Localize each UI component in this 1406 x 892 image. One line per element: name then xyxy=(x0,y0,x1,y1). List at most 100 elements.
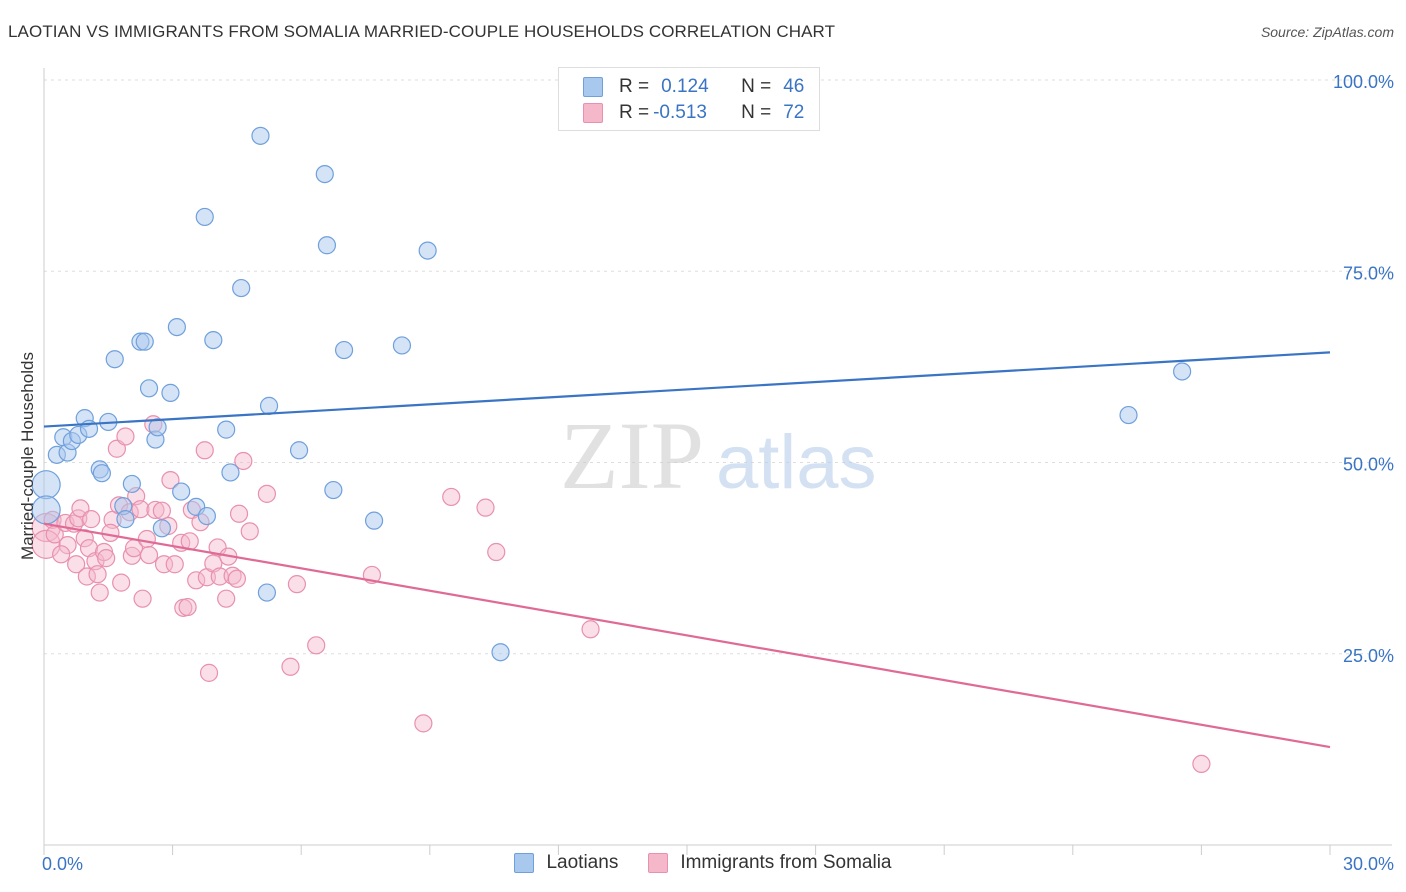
data-point-somalia xyxy=(97,549,116,568)
data-point-laotians xyxy=(167,317,186,337)
data-point-somalia xyxy=(227,569,246,588)
data-point-laotians xyxy=(152,519,171,538)
trend-line-somalia xyxy=(43,522,1331,749)
data-point-somalia xyxy=(487,542,506,562)
data-point-somalia xyxy=(161,470,180,490)
legend-r-label: R = xyxy=(619,102,650,123)
legend-swatch-blue xyxy=(514,853,535,873)
data-point-laotians xyxy=(257,583,277,602)
legend-r-label: R = xyxy=(619,76,650,97)
data-point-somalia xyxy=(137,529,156,549)
data-point-somalia xyxy=(90,583,109,602)
data-point-somalia xyxy=(178,597,197,617)
data-point-somalia xyxy=(257,484,277,503)
data-point-laotians xyxy=(1119,405,1138,425)
data-point-somalia xyxy=(101,523,120,542)
legend-swatch-pink xyxy=(648,853,669,873)
legend-label-laotians: Laotians xyxy=(546,852,619,873)
data-point-laotians xyxy=(324,480,343,500)
data-point-laotians xyxy=(317,236,337,255)
data-point-somalia xyxy=(414,714,433,733)
data-point-laotians xyxy=(204,331,223,350)
data-point-somalia xyxy=(281,657,300,676)
data-point-somalia xyxy=(139,545,159,565)
data-point-somalia xyxy=(307,636,326,655)
legend-item-laotians[interactable]: Laotians xyxy=(514,852,618,874)
data-point-somalia xyxy=(199,663,219,682)
data-point-somalia xyxy=(82,510,101,529)
trend-line-laotians xyxy=(43,351,1331,428)
data-point-laotians xyxy=(197,506,216,526)
data-point-somalia xyxy=(229,504,249,523)
data-point-laotians xyxy=(392,336,412,355)
data-point-laotians xyxy=(364,511,384,530)
data-point-laotians xyxy=(418,241,437,260)
legend-swatch-pink xyxy=(583,103,603,123)
data-point-somalia xyxy=(581,620,600,639)
data-point-somalia xyxy=(1192,754,1211,774)
data-point-somalia xyxy=(240,522,259,541)
data-point-somalia xyxy=(116,427,135,446)
y-tick-label: 25.0% xyxy=(1343,646,1394,666)
data-point-somalia xyxy=(58,536,77,555)
data-point-laotians xyxy=(139,379,159,398)
series-legend: Laotians Immigrants from Somalia xyxy=(0,852,1406,874)
data-point-somalia xyxy=(217,589,236,608)
legend-r-value: 0.124 xyxy=(661,76,709,97)
data-point-somalia xyxy=(146,500,165,520)
data-point-laotians xyxy=(92,464,111,483)
watermark-zip: ZIP xyxy=(560,402,704,509)
data-point-somalia xyxy=(131,500,150,519)
watermark: ZIP atlas xyxy=(560,402,877,509)
data-point-somalia xyxy=(152,501,171,520)
stats-legend: R = 0.124 N = 46 R = -0.513 N = 72 xyxy=(558,67,820,131)
data-point-somalia xyxy=(67,555,86,574)
data-point-somalia xyxy=(287,575,307,594)
data-point-laotians xyxy=(161,383,180,402)
axes xyxy=(43,68,1392,855)
y-axis-label: Married-couple Households xyxy=(18,352,37,560)
data-point-somalia xyxy=(52,545,71,564)
data-point-somalia xyxy=(112,573,131,592)
data-point-somalia xyxy=(88,565,107,584)
data-point-somalia xyxy=(133,589,152,608)
legend-row-laotians: R = 0.124 N = 46 xyxy=(583,75,804,99)
legend-swatch-blue xyxy=(583,77,603,97)
data-point-laotians xyxy=(289,441,309,460)
data-point-laotians xyxy=(232,278,251,298)
data-point-laotians xyxy=(315,164,334,184)
series-laotians-points xyxy=(31,126,1192,662)
x-tick-label-max: 30.0% xyxy=(1343,854,1394,874)
trend-lines xyxy=(43,351,1331,749)
data-point-laotians xyxy=(172,482,191,501)
data-point-laotians xyxy=(148,418,167,437)
legend-item-somalia[interactable]: Immigrants from Somalia xyxy=(648,852,892,874)
data-point-somalia xyxy=(154,555,174,574)
data-point-laotians xyxy=(217,420,236,439)
data-point-laotians xyxy=(491,643,510,662)
data-point-laotians xyxy=(221,463,240,482)
data-point-laotians xyxy=(116,510,135,529)
legend-row-somalia: R = -0.513 N = 72 xyxy=(583,101,804,125)
data-point-laotians xyxy=(334,340,354,360)
data-point-somalia xyxy=(476,498,495,517)
legend-n-value: 46 xyxy=(783,76,805,97)
y-tick-label: 100.0% xyxy=(1333,72,1394,92)
data-point-laotians xyxy=(105,350,124,369)
source-label: Source: ZipAtlas.com xyxy=(1260,24,1394,40)
data-point-laotians xyxy=(122,474,141,494)
data-point-somalia xyxy=(71,499,90,518)
watermark-atlas: atlas xyxy=(716,420,877,505)
x-tick-label-min: 0.0% xyxy=(42,854,83,874)
legend-n-label: N = xyxy=(741,102,772,123)
data-point-somalia xyxy=(195,441,214,460)
data-point-laotians xyxy=(195,207,214,227)
legend-label-somalia: Immigrants from Somalia xyxy=(680,852,892,873)
y-tick-label: 75.0% xyxy=(1343,263,1394,283)
legend-n-value: 72 xyxy=(783,102,805,123)
data-point-laotians xyxy=(135,332,154,351)
legend-n-label: N = xyxy=(741,76,772,97)
chart-title: LAOTIAN VS IMMIGRANTS FROM SOMALIA MARRI… xyxy=(8,22,836,41)
data-point-laotians xyxy=(1173,362,1192,381)
